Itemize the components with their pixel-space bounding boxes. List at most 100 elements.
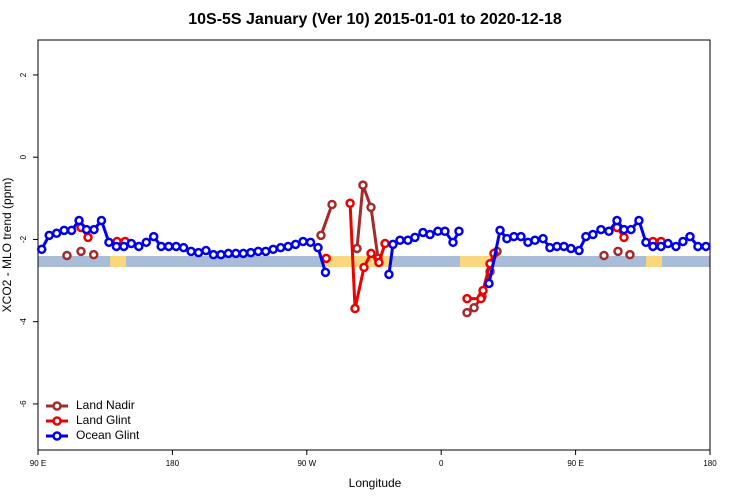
- point: [216, 249, 226, 260]
- point: [51, 228, 62, 239]
- point: [663, 238, 673, 249]
- x-tick-label: 90 E: [567, 459, 583, 468]
- point: [345, 198, 355, 209]
- point: [44, 230, 54, 241]
- point: [685, 231, 695, 242]
- point: [327, 199, 337, 210]
- point: [358, 180, 368, 190]
- point: [440, 226, 450, 236]
- point: [74, 215, 84, 226]
- point: [66, 225, 77, 236]
- point: [141, 237, 152, 248]
- point: [352, 243, 362, 254]
- point: [111, 241, 122, 252]
- chart-title: 10S-5S January (Ver 10) 2015-01-01 to 20…: [188, 11, 562, 28]
- point: [193, 247, 204, 258]
- land-strip: [460, 256, 492, 267]
- point: [283, 241, 293, 252]
- x-tick-label: 0: [439, 459, 444, 468]
- point: [83, 232, 93, 243]
- point: [313, 242, 323, 253]
- point: [275, 242, 286, 253]
- point: [126, 238, 137, 249]
- x-tick-label: 90 W: [297, 459, 316, 468]
- point: [604, 226, 614, 236]
- series-line: [321, 185, 630, 312]
- x-tick-label: 90 E: [30, 459, 46, 468]
- point: [462, 307, 472, 318]
- point: [208, 249, 219, 260]
- point: [88, 249, 99, 260]
- point: [588, 229, 598, 240]
- point: [350, 303, 360, 314]
- point: [626, 224, 636, 235]
- legend-label: Land Glint: [76, 413, 131, 427]
- point: [671, 241, 681, 252]
- point: [530, 235, 540, 246]
- point: [641, 237, 651, 248]
- y-tick-label: -6: [19, 400, 28, 408]
- point: [380, 238, 390, 249]
- point: [619, 232, 629, 243]
- point: [246, 247, 256, 258]
- point: [388, 239, 398, 250]
- point: [366, 202, 376, 213]
- point: [384, 269, 394, 280]
- point: [156, 241, 166, 252]
- x-axis-label: Longitude: [349, 476, 402, 490]
- point: [96, 215, 107, 226]
- point: [425, 229, 435, 240]
- point: [81, 224, 92, 235]
- point: [268, 244, 278, 255]
- point: [36, 244, 47, 255]
- point: [223, 248, 234, 259]
- point: [395, 235, 405, 246]
- point: [566, 243, 576, 254]
- point: [484, 278, 494, 289]
- point: [454, 226, 464, 236]
- point: [596, 224, 606, 235]
- point: [148, 231, 159, 242]
- y-tick-label: -4: [19, 318, 28, 326]
- point: [516, 231, 526, 242]
- point: [62, 250, 72, 261]
- point: [495, 225, 505, 236]
- point: [634, 215, 644, 226]
- legend-marker: [52, 416, 62, 426]
- point: [76, 246, 86, 257]
- point: [359, 262, 369, 273]
- point: [448, 237, 458, 248]
- legend-label: Land Nadir: [76, 398, 135, 412]
- point: [260, 246, 271, 257]
- point: [678, 236, 688, 247]
- point: [366, 248, 376, 259]
- x-tick-label: 180: [166, 459, 180, 468]
- land-strip: [325, 256, 391, 267]
- point: [320, 267, 331, 278]
- point: [316, 230, 326, 241]
- point: [625, 249, 635, 260]
- point: [374, 257, 384, 268]
- point: [648, 241, 658, 252]
- point: [201, 245, 211, 256]
- point: [321, 253, 331, 264]
- point: [119, 241, 129, 252]
- point: [298, 236, 308, 247]
- point: [574, 245, 584, 256]
- land-strip: [646, 256, 662, 267]
- point: [469, 302, 479, 313]
- point: [178, 242, 189, 253]
- y-tick-label: -2: [19, 235, 28, 243]
- point: [290, 239, 301, 250]
- x-tick-label: 180: [703, 459, 717, 468]
- legend-marker: [52, 431, 62, 441]
- point: [538, 233, 548, 244]
- point: [476, 293, 486, 304]
- point: [612, 215, 622, 226]
- point: [410, 232, 420, 243]
- land-strip: [110, 256, 126, 267]
- y-tick-label: 2: [19, 72, 28, 77]
- point: [89, 224, 99, 235]
- point: [104, 237, 114, 248]
